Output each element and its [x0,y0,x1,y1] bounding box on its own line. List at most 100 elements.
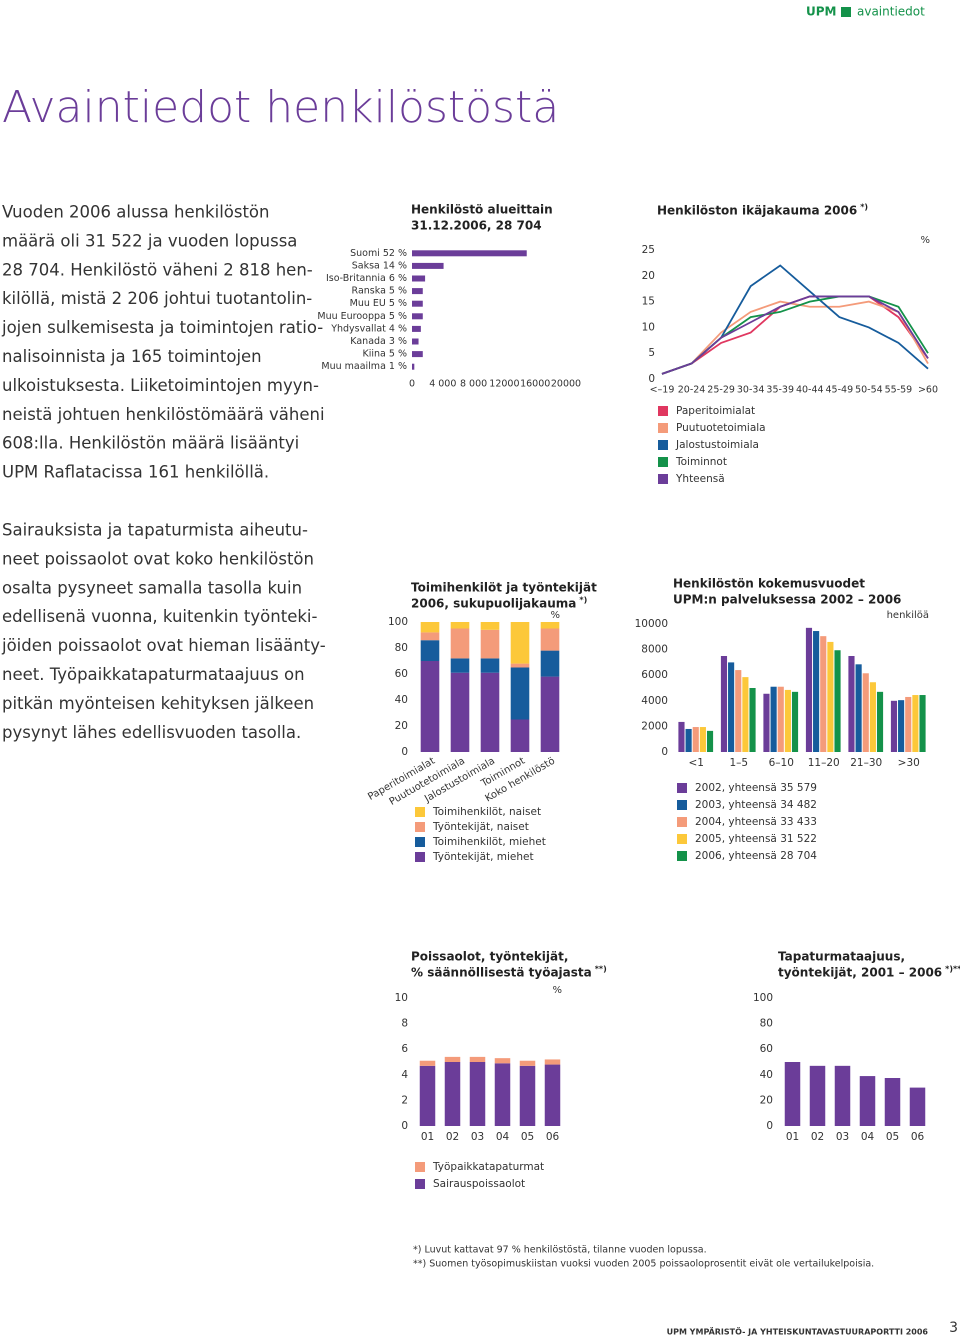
paragraph-line: neet. Työpaikkatapaturmataajuus on [2,665,305,684]
bar [692,727,699,752]
legend-swatch [415,807,425,817]
bar [777,686,784,752]
paragraph-line: ulkoistuksesta. Liiketoimintojen myyn- [2,376,319,395]
bar-segment [510,622,530,664]
bar [412,363,415,370]
y-tick-label: 8 [401,1018,408,1030]
y-tick-label: 6000 [641,669,668,681]
paragraph-line: osalta pysyneet samalla tasolla kuin [2,578,302,597]
legend-label: Työntekijät, miehet [432,851,534,863]
x-tick-label: 11–20 [808,757,840,769]
brand: UPM [806,5,836,19]
bar-segment [519,1060,536,1066]
chart-subtitle: 2006, sukupuolijakauma [411,597,576,611]
category-label: Yhdysvallat 4 % [330,323,407,334]
x-tick-label: 1–5 [729,757,748,769]
x-tick-label: 02 [811,1131,824,1143]
paragraph-line: Vuoden 2006 alussa henkilöstön [2,203,270,222]
bar [862,673,869,752]
legend-swatch [677,851,687,861]
legend-label: 2004, yhteensä 33 433 [695,816,817,828]
bar-segment [510,667,530,720]
y-tick-label: 60 [760,1043,773,1055]
legend-label: Toimihenkilöt, miehet [432,836,546,848]
legend-label: Toiminnot [675,456,727,468]
brand-square [841,7,851,17]
bar [890,700,898,752]
chart-title: Henkilöstön kokemusvuodet [673,577,865,591]
y-unit: % [920,235,930,246]
legend-label: Työntekijät, naiset [432,821,529,833]
y-tick-label: 5 [648,347,655,359]
legend-swatch [677,800,687,810]
bar [706,730,714,752]
bar [855,664,862,752]
chart: Henkilöstön kokemusvuodet UPM:n palveluks… [635,577,929,863]
chart: Poissaolot, työntekijät, % säännöllisestä… [395,950,607,1191]
bar [763,693,770,752]
bar [735,670,742,752]
x-tick-label: 30-34 [737,385,765,396]
x-tick-label: 8 000 [460,379,487,390]
category-label: Muu maailma 1 % [321,361,407,372]
x-tick-label: 05 [886,1131,899,1143]
y-tick-label: 0 [766,1120,773,1132]
legend-label: Paperitoimialat [676,405,755,417]
bar [412,300,423,307]
paragraph-line: nalisoinnista ja 165 toimintojen [2,347,262,366]
legend-swatch [415,852,425,862]
y-tick-label: 2000 [641,720,668,732]
chart: Toimihenkilöt ja työntekijät 2006, sukupu… [366,581,597,864]
y-tick-label: 60 [395,668,408,680]
category-label: Kanada 3 % [350,336,407,347]
bar [848,656,855,752]
title-note: *)**) [945,965,960,974]
bar [919,695,926,752]
bar [412,351,423,358]
bar [412,325,421,332]
paragraph-line: määrä oli 31 522 ja vuoden lopussa [2,231,297,250]
legend-label: 2006, yhteensä 28 704 [695,850,817,862]
category-label: Kiina 5 % [363,349,407,360]
bar [784,1062,801,1126]
y-tick-label: 40 [760,1069,773,1081]
y-tick-label: 2 [401,1094,408,1106]
bar [749,688,756,752]
bar-segment [480,622,500,630]
legend-label: 2005, yhteensä 31 522 [695,833,817,845]
x-tick-label: <–19 [650,385,675,396]
legend-swatch [658,474,668,484]
legend-label: Jalostustoimiala [675,439,759,451]
x-tick-label: 50-54 [855,385,883,396]
paragraph-line: jöiden poissaolot ovat hieman lisäänty- [1,636,326,655]
bar-segment [510,663,530,668]
footer-publication: UPM YMPÄRISTÖ- JA YHTEISKUNTAVASTUURAPOR… [667,1327,929,1337]
category-label: Ranska 5 % [352,286,407,297]
y-tick-label: 10 [642,321,655,333]
y-tick-label: 100 [753,992,773,1004]
legend-label: Yhteensä [675,473,725,485]
title-note: **) [595,965,607,974]
chart-title: Henkilöstö alueittain [411,203,553,217]
bar-segment [450,622,470,629]
line [661,264,929,375]
bar [728,662,735,752]
y-tick-label: 15 [642,296,655,308]
x-tick-label: 02 [446,1131,459,1143]
paragraph-line: neistä johtuen henkilöstömäärä väheni [2,405,325,424]
paragraph-line: UPM Raflatacissa 161 henkilöllä. [2,463,269,482]
y-tick-label: 0 [648,373,655,385]
bar-segment [420,622,440,633]
bar-segment [510,719,530,752]
bar [905,696,912,752]
x-tick-label: 35-39 [766,385,794,396]
y-tick-label: 40 [395,694,408,706]
chart-title: Tapaturmataajuus, [778,950,905,964]
legend-swatch [658,406,668,416]
category-label: Iso-Britannia 6 % [326,273,407,284]
bar-segment [450,658,470,673]
chart: Henkilöstö alueittain 31.12.2006, 28 704 S… [317,203,581,390]
bar [678,721,685,752]
x-tick-label: <1 [689,757,704,769]
